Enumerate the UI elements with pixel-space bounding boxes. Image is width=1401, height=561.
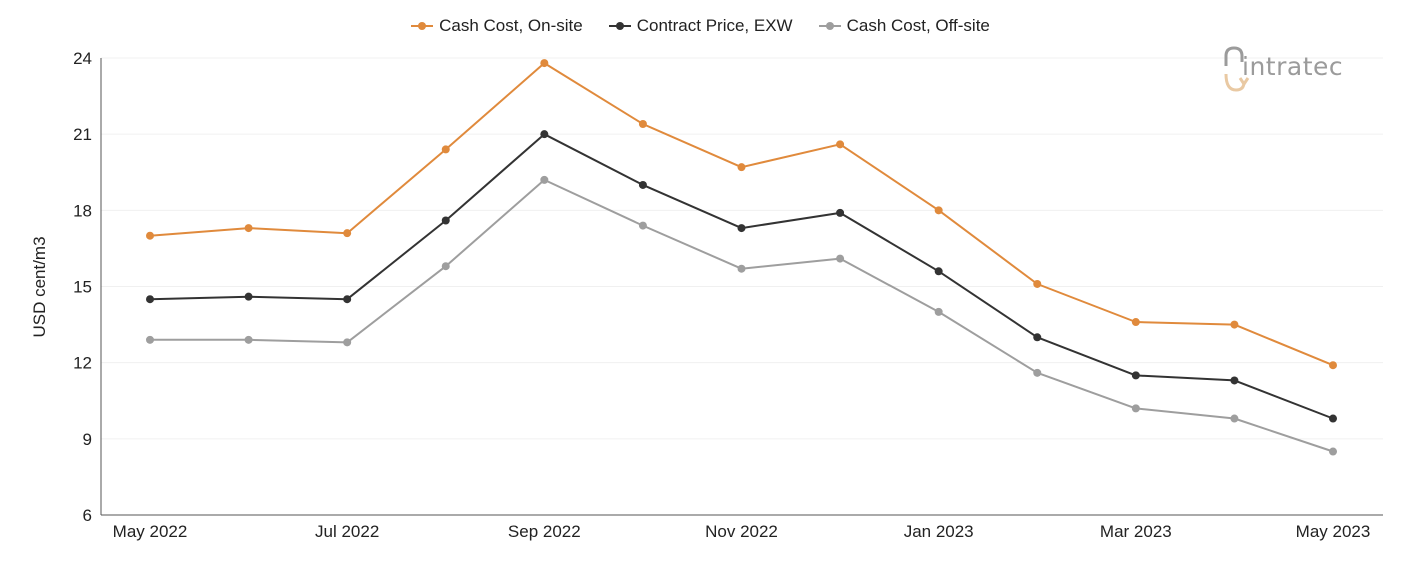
data-point	[1033, 279, 1042, 288]
series-3	[146, 175, 1337, 456]
data-point	[441, 145, 450, 154]
data-point	[1230, 414, 1239, 423]
series-line	[149, 62, 1334, 367]
data-point	[1033, 368, 1042, 377]
data-point	[638, 180, 647, 189]
x-tick-label: May 2022	[113, 522, 188, 541]
data-point	[540, 59, 549, 68]
axes	[100, 58, 1383, 516]
data-point	[244, 292, 253, 301]
tick-labels: 6 9 12 15 18 21 24 May 2022 Jul 2022 Sep 2022 Nov …	[73, 49, 1370, 541]
data-point	[1033, 333, 1042, 342]
y-axis-label: USD cent/m3	[30, 236, 49, 337]
data-point	[146, 231, 154, 240]
x-tick-label: Mar 2023	[1100, 522, 1172, 541]
data-point	[343, 295, 352, 304]
data-point	[146, 335, 154, 344]
legend-item: Cash Cost, On-site	[411, 16, 583, 36]
y-tick-label: 24	[73, 49, 92, 68]
y-tick-label: 6	[83, 506, 92, 525]
data-point	[343, 229, 352, 238]
data-point	[836, 208, 845, 217]
data-point	[737, 224, 746, 233]
data-point	[934, 206, 943, 215]
grid-lines	[101, 57, 1383, 440]
x-tick-label: May 2023	[1296, 522, 1371, 541]
data-point	[540, 130, 549, 139]
data-point	[934, 307, 943, 316]
data-point	[934, 267, 943, 276]
intratec-logo: intratec	[1222, 44, 1372, 96]
data-point	[1131, 404, 1140, 413]
data-point	[737, 163, 746, 172]
y-tick-label: 15	[73, 278, 92, 297]
data-point	[540, 175, 549, 184]
legend-label: Cash Cost, Off-site	[846, 16, 990, 35]
chart-legend: Cash Cost, On-site Contract Price, EXW Cas…	[0, 16, 1401, 36]
series-1	[146, 59, 1337, 370]
data-point	[1329, 361, 1337, 370]
x-tick-label: Sep 2022	[508, 522, 581, 541]
data-point	[343, 338, 352, 347]
y-tick-label: 9	[83, 430, 92, 449]
legend-swatch	[608, 20, 631, 32]
data-point	[1230, 320, 1239, 329]
series-line	[150, 178, 1334, 453]
x-tick-label: Jul 2022	[315, 522, 379, 541]
data-point	[441, 216, 450, 225]
data-point	[737, 264, 746, 273]
data-point	[441, 262, 450, 271]
y-tick-label: 12	[73, 354, 92, 373]
intratec-logo-icon	[1224, 46, 1250, 92]
series-2	[146, 130, 1337, 423]
data-point	[1131, 318, 1140, 327]
data-point	[1329, 414, 1337, 423]
y-tick-label: 21	[73, 125, 92, 144]
legend-swatch	[411, 20, 434, 32]
data-point	[146, 295, 154, 304]
legend-label: Cash Cost, On-site	[439, 16, 583, 35]
data-point	[244, 224, 253, 233]
logo-text: intratec	[1242, 52, 1344, 81]
data-point	[1329, 447, 1337, 456]
x-tick-label: Jan 2023	[904, 522, 974, 541]
data-point	[638, 120, 647, 129]
data-point	[244, 335, 253, 344]
data-point	[1131, 371, 1140, 380]
legend-item: Contract Price, EXW	[608, 16, 793, 36]
y-tick-label: 18	[73, 201, 92, 220]
data-point	[638, 221, 647, 230]
legend-item: Cash Cost, Off-site	[818, 16, 990, 36]
legend-swatch	[818, 20, 841, 32]
data-point	[1230, 376, 1239, 385]
x-tick-label: Nov 2022	[705, 522, 778, 541]
data-point	[836, 254, 845, 263]
series-lines	[146, 59, 1337, 456]
legend-label: Contract Price, EXW	[636, 16, 793, 35]
series-line	[149, 133, 1334, 420]
data-point	[836, 140, 845, 149]
